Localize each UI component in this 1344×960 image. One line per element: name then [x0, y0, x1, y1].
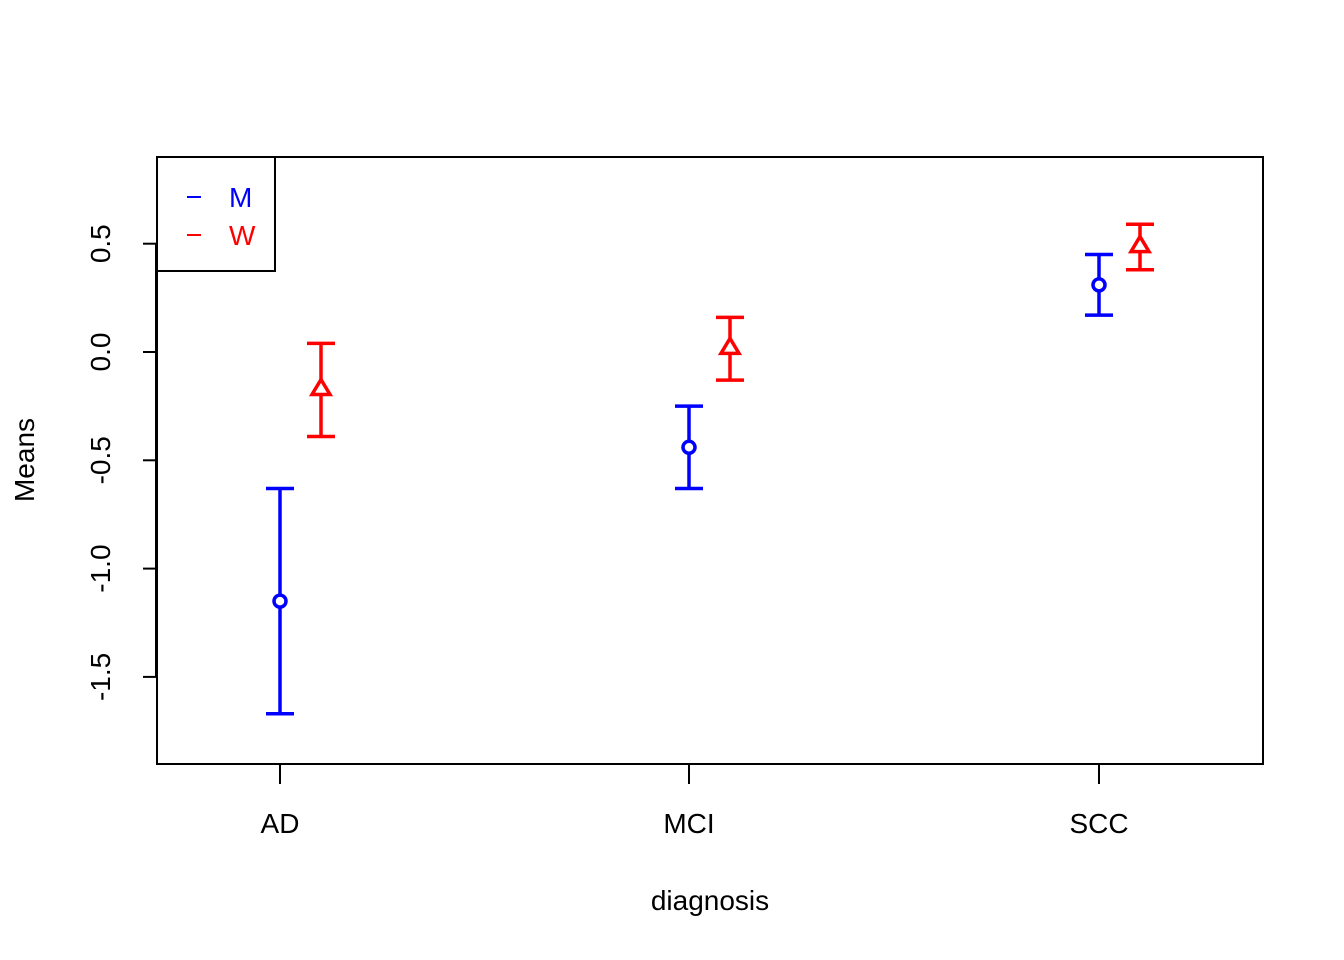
y-tick-label: 0.0	[85, 333, 116, 372]
legend-box	[156, 156, 276, 272]
data-marks	[266, 222, 1154, 716]
x-tick-label: SCC	[1069, 808, 1128, 839]
y-axis-label: Means	[9, 418, 40, 502]
x-axis: AD MCI SCC	[261, 764, 1129, 839]
x-axis-label: diagnosis	[651, 885, 769, 916]
y-axis: -1.5 -1.0 -0.5 0.0 0.5	[85, 224, 157, 701]
x-tick-label: AD	[261, 808, 300, 839]
legend-label-M: M	[229, 182, 252, 213]
mean-point	[717, 334, 743, 356]
legend: MW	[156, 156, 276, 272]
y-tick-label: -1.0	[85, 544, 116, 592]
mean-point	[272, 593, 288, 609]
mean-point	[1091, 277, 1107, 293]
y-tick-label: -0.5	[85, 436, 116, 484]
plot-frame	[156, 156, 1264, 765]
x-tick-label: MCI	[663, 808, 714, 839]
mean-point	[308, 376, 334, 397]
series-M	[266, 252, 1113, 716]
y-tick-label: 0.5	[85, 224, 116, 263]
y-tick-label: -1.5	[85, 653, 116, 701]
series-W	[307, 222, 1154, 439]
legend-label-W: W	[229, 220, 256, 251]
mean-point	[681, 439, 697, 456]
mean-point	[1127, 233, 1153, 254]
